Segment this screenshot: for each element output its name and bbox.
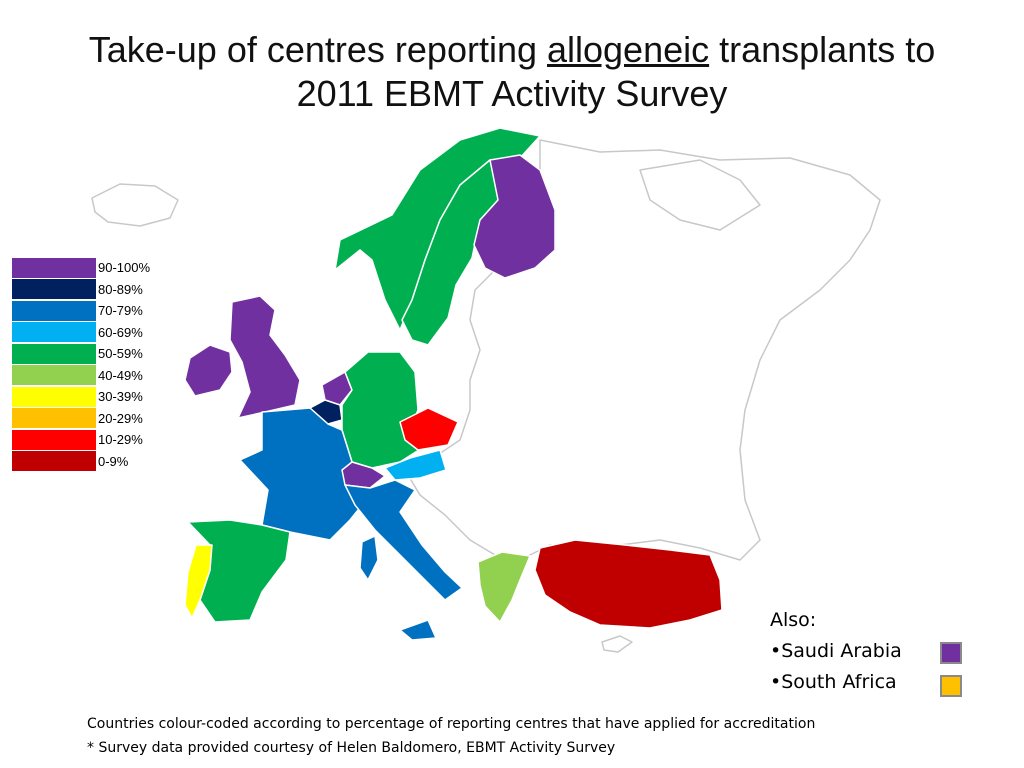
legend-label: 80-89% (98, 281, 143, 297)
legend-row: 10-29% (12, 429, 150, 451)
title-line-2: 2011 EBMT Activity Survey (296, 73, 728, 114)
legend-swatch (12, 279, 96, 300)
legend-row: 70-79% (12, 300, 150, 322)
legend-row: 90-100% (12, 257, 150, 279)
country-united-kingdom (229, 295, 301, 419)
footer-notes: Countries colour-coded according to perc… (87, 712, 815, 760)
country-czech-republic (399, 407, 459, 451)
country-other-arctic (639, 159, 761, 231)
legend-swatch (12, 408, 96, 429)
country-cyprus (601, 635, 633, 653)
also-heading: Also: (770, 609, 817, 631)
country-netherlands (321, 371, 353, 406)
south-africa-color-swatch (940, 675, 962, 697)
legend-row: 50-59% (12, 343, 150, 365)
footer-line-2: * Survey data provided courtesy of Helen… (87, 740, 616, 756)
country-italy-sardinia (359, 535, 379, 581)
legend-label: 40-49% (98, 367, 143, 383)
also-item-south-africa: •South Africa (770, 671, 897, 693)
country-turkey (534, 539, 723, 629)
legend-label: 90-100% (98, 260, 151, 276)
country-germany (341, 351, 423, 469)
legend-swatch (12, 451, 96, 472)
country-italy-sicily (399, 619, 437, 641)
legend-row: 40-49% (12, 365, 150, 387)
legend-swatch (12, 322, 96, 343)
country-iceland (91, 183, 179, 227)
legend-swatch (12, 343, 96, 364)
title-part-1: Take-up of centres reporting (88, 29, 547, 70)
country-france (239, 407, 367, 541)
legend-label: 30-39% (98, 389, 143, 405)
page-title: Take-up of centres reporting allogeneic … (20, 28, 1004, 116)
saudi-arabia-color-swatch (940, 642, 962, 664)
country-finland (473, 154, 556, 279)
map-legend: 90-100% 80-89% 70-79% 60-69% 50-59% 40-49% 30-… (12, 257, 150, 472)
country-greece (477, 551, 531, 623)
legend-row: 60-69% (12, 322, 150, 344)
legend-swatch (12, 300, 96, 321)
legend-swatch (12, 257, 96, 278)
title-underlined-word: allogeneic (547, 29, 710, 70)
country-ireland (184, 344, 233, 397)
country-italy (344, 479, 463, 601)
legend-row: 30-39% (12, 386, 150, 408)
legend-swatch (12, 386, 96, 407)
also-box: Also: •Saudi Arabia •South Africa (770, 605, 902, 698)
also-item-saudi-arabia: •Saudi Arabia (770, 640, 902, 662)
legend-row: 80-89% (12, 279, 150, 301)
legend-label: 70-79% (98, 303, 143, 319)
legend-label: 0-9% (98, 453, 129, 469)
legend-swatch (12, 365, 96, 386)
legend-swatch (12, 429, 96, 450)
legend-label: 20-29% (98, 410, 143, 426)
legend-row: 20-29% (12, 408, 150, 430)
legend-label: 10-29% (98, 432, 143, 448)
legend-row: 0-9% (12, 451, 150, 473)
title-part-2: transplants to (709, 29, 936, 70)
legend-label: 50-59% (98, 346, 143, 362)
legend-label: 60-69% (98, 324, 143, 340)
footer-line-1: Countries colour-coded according to perc… (87, 716, 816, 732)
country-portugal (184, 544, 213, 619)
